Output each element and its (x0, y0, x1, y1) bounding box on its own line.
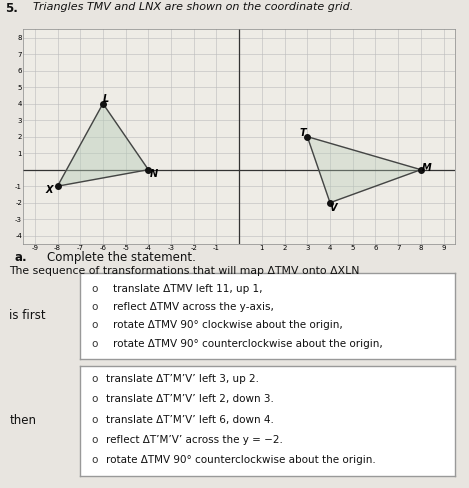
Text: o: o (91, 455, 98, 466)
Text: translate ΔT’M’V’ left 3, up 2.: translate ΔT’M’V’ left 3, up 2. (106, 374, 259, 384)
Text: Triangles TMV and LNX are shown on the coordinate grid.: Triangles TMV and LNX are shown on the c… (33, 2, 353, 12)
Text: N: N (150, 169, 158, 179)
Text: o: o (91, 284, 98, 294)
Text: o: o (91, 415, 98, 425)
Text: o: o (91, 435, 98, 445)
Text: reflect ΔT’M’V’ across the y = −2.: reflect ΔT’M’V’ across the y = −2. (106, 435, 283, 445)
Text: X: X (46, 185, 53, 195)
Text: M: M (422, 163, 431, 173)
Text: 5.: 5. (5, 2, 17, 16)
Text: translate ΔT’M’V’ left 6, down 4.: translate ΔT’M’V’ left 6, down 4. (106, 415, 274, 425)
Text: rotate ΔTMV 90° clockwise about the origin,: rotate ΔTMV 90° clockwise about the orig… (113, 321, 343, 330)
Text: then: then (9, 414, 37, 427)
Text: is first: is first (9, 309, 46, 323)
Polygon shape (58, 103, 148, 186)
Text: The sequence of transformations that will map ΔTMV onto ΔXLN: The sequence of transformations that wil… (9, 266, 360, 276)
Text: rotate ΔTMV 90° counterclockwise about the origin,: rotate ΔTMV 90° counterclockwise about t… (113, 339, 383, 349)
Text: L: L (103, 95, 109, 104)
Text: V: V (330, 203, 337, 213)
Text: o: o (91, 302, 98, 312)
Text: Complete the statement.: Complete the statement. (47, 251, 196, 264)
Text: translate ΔTMV left 11, up 1,: translate ΔTMV left 11, up 1, (113, 284, 263, 294)
Text: reflect ΔTMV across the y‑axis,: reflect ΔTMV across the y‑axis, (113, 302, 274, 312)
Text: o: o (91, 321, 98, 330)
Text: translate ΔT’M’V’ left 2, down 3.: translate ΔT’M’V’ left 2, down 3. (106, 394, 274, 405)
Text: a.: a. (14, 251, 27, 264)
Text: T: T (300, 127, 306, 138)
Polygon shape (307, 137, 421, 203)
Text: rotate ΔTMV 90° counterclockwise about the origin.: rotate ΔTMV 90° counterclockwise about t… (106, 455, 376, 466)
Text: o: o (91, 394, 98, 405)
Text: o: o (91, 339, 98, 349)
Text: o: o (91, 374, 98, 384)
